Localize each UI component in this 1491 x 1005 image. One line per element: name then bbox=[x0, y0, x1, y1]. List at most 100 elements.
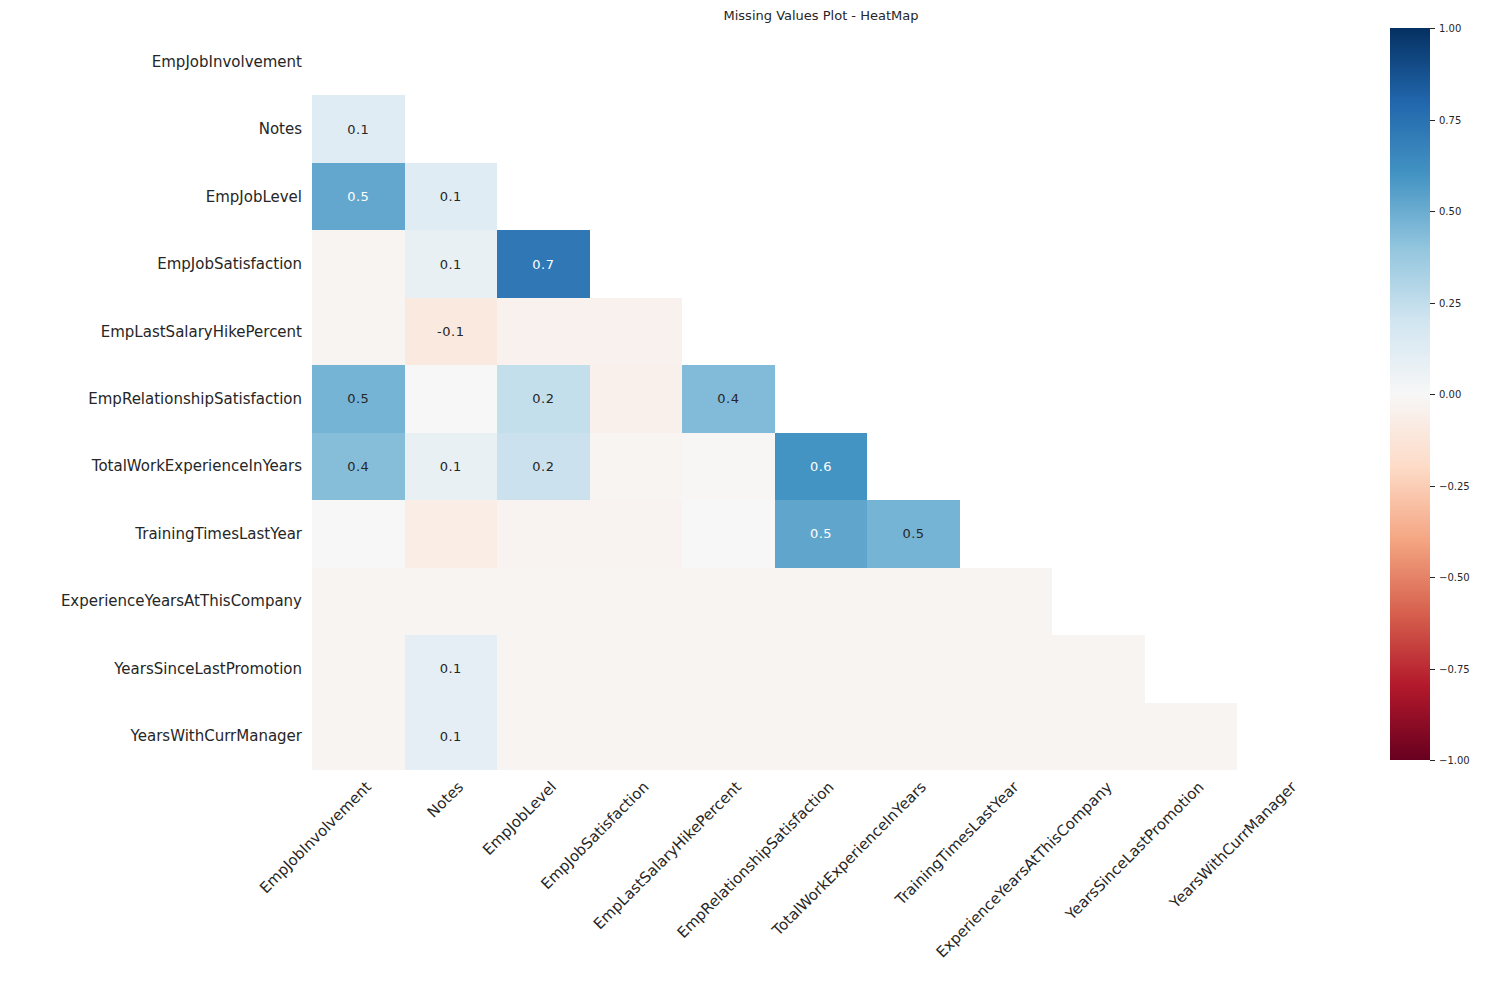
y-axis-label: EmpJobSatisfaction bbox=[0, 255, 302, 273]
y-axis-label: EmpJobInvolvement bbox=[0, 53, 302, 71]
heatmap-cell bbox=[312, 500, 405, 567]
heatmap-cell bbox=[682, 500, 775, 567]
heatmap-cell bbox=[312, 568, 405, 635]
heatmap-cell: 0.1 bbox=[405, 230, 498, 297]
heatmap-cell: 0.1 bbox=[405, 433, 498, 500]
cell-annotation: 0.7 bbox=[532, 257, 554, 272]
colorbar-tick-mark bbox=[1430, 669, 1435, 670]
colorbar-tick-label: −0.25 bbox=[1439, 480, 1470, 491]
cell-annotation: 0.1 bbox=[440, 729, 462, 744]
cell-annotation: 0.5 bbox=[347, 189, 369, 204]
colorbar-gradient bbox=[1390, 28, 1430, 760]
heatmap-cell: 0.4 bbox=[312, 433, 405, 500]
cell-annotation: 0.2 bbox=[532, 459, 554, 474]
colorbar-tick-mark bbox=[1430, 760, 1435, 761]
y-axis-label: TotalWorkExperienceInYears bbox=[0, 457, 302, 475]
heatmap-cell bbox=[590, 635, 683, 702]
cell-annotation: 0.4 bbox=[347, 459, 369, 474]
x-axis-label: TotalWorkExperienceInYears bbox=[769, 778, 930, 939]
heatmap-cell bbox=[405, 500, 498, 567]
colorbar-tick-mark bbox=[1430, 577, 1435, 578]
colorbar-tick-label: −0.50 bbox=[1439, 572, 1470, 583]
heatmap-cell: 0.1 bbox=[405, 635, 498, 702]
heatmap-cell bbox=[497, 568, 590, 635]
colorbar-tick-mark bbox=[1430, 394, 1435, 395]
colorbar-tick-label: 0.75 bbox=[1439, 114, 1461, 125]
cell-annotation: 0.5 bbox=[810, 526, 832, 541]
y-axis-label: YearsWithCurrManager bbox=[0, 727, 302, 745]
x-axis-label: EmpJobInvolvement bbox=[256, 778, 375, 897]
colorbar-tick-mark bbox=[1430, 211, 1435, 212]
colorbar-tick-label: 0.00 bbox=[1439, 389, 1461, 400]
cell-annotation: 0.4 bbox=[717, 391, 739, 406]
heatmap-cell bbox=[497, 703, 590, 770]
y-axis-label: YearsSinceLastPromotion bbox=[0, 660, 302, 678]
y-axis-label: EmpJobLevel bbox=[0, 188, 302, 206]
heatmap-cell bbox=[682, 433, 775, 500]
heatmap-cell: 0.5 bbox=[312, 163, 405, 230]
heatmap-cell bbox=[590, 298, 683, 365]
heatmap-cell bbox=[590, 500, 683, 567]
colorbar-tick-label: 1.00 bbox=[1439, 23, 1461, 34]
heatmap-cell bbox=[312, 230, 405, 297]
heatmap-cell bbox=[1145, 703, 1238, 770]
colorbar-tick-label: −1.00 bbox=[1439, 755, 1470, 766]
y-axis-label: Notes bbox=[0, 120, 302, 138]
heatmap-cell bbox=[775, 703, 868, 770]
heatmap-cell bbox=[590, 433, 683, 500]
x-axis-label: ExperienceYearsAtThisCompany bbox=[932, 778, 1115, 961]
heatmap-cell bbox=[1052, 635, 1145, 702]
cell-annotation: 0.1 bbox=[440, 459, 462, 474]
heatmap-cell bbox=[960, 703, 1053, 770]
heatmap-cell bbox=[405, 365, 498, 432]
cell-annotation: 0.5 bbox=[347, 391, 369, 406]
colorbar-tick-mark bbox=[1430, 120, 1435, 121]
heatmap-cell: 0.1 bbox=[405, 163, 498, 230]
colorbar-tick-mark bbox=[1430, 486, 1435, 487]
chart-title: Missing Values Plot - HeatMap bbox=[724, 8, 919, 23]
cell-annotation: 0.1 bbox=[440, 257, 462, 272]
heatmap-cell bbox=[497, 298, 590, 365]
y-axis-label: EmpLastSalaryHikePercent bbox=[0, 323, 302, 341]
heatmap-cell bbox=[590, 703, 683, 770]
heatmap-cell bbox=[312, 703, 405, 770]
x-axis-label: EmpRelationshipSatisfaction bbox=[674, 778, 838, 942]
cell-annotation: -0.1 bbox=[437, 324, 464, 339]
heatmap-cell bbox=[497, 635, 590, 702]
heatmap-cell: 0.2 bbox=[497, 365, 590, 432]
heatmap-cell bbox=[867, 635, 960, 702]
heatmap-cell: 0.1 bbox=[405, 703, 498, 770]
heatmap-cell bbox=[960, 635, 1053, 702]
heatmap-cell bbox=[867, 703, 960, 770]
heatmap-cell bbox=[1052, 703, 1145, 770]
x-axis-label: EmpJobLevel bbox=[479, 778, 560, 859]
heatmap-cell bbox=[497, 500, 590, 567]
heatmap-cell: 0.5 bbox=[867, 500, 960, 567]
colorbar-tick-mark bbox=[1430, 28, 1435, 29]
heatmap-cell bbox=[682, 703, 775, 770]
heatmap-cell: 0.1 bbox=[312, 95, 405, 162]
heatmap-cell: 0.6 bbox=[775, 433, 868, 500]
cell-annotation: 0.6 bbox=[810, 459, 832, 474]
heatmap-cell bbox=[775, 635, 868, 702]
heatmap-cell bbox=[405, 568, 498, 635]
heatmap-cell bbox=[590, 365, 683, 432]
colorbar-tick-label: −0.75 bbox=[1439, 663, 1470, 674]
colorbar-tick-label: 0.50 bbox=[1439, 206, 1461, 217]
heatmap-cell: 0.2 bbox=[497, 433, 590, 500]
missing-values-heatmap-figure: Missing Values Plot - HeatMap 0.1 0.5 0.1 0… bbox=[0, 0, 1491, 1005]
cell-annotation: 0.5 bbox=[902, 526, 924, 541]
heatmap-cell bbox=[682, 635, 775, 702]
heatmap-cell: 0.7 bbox=[497, 230, 590, 297]
colorbar-tick-mark bbox=[1430, 303, 1435, 304]
y-axis-label: ExperienceYearsAtThisCompany bbox=[0, 592, 302, 610]
heatmap-cell bbox=[775, 568, 868, 635]
y-axis-label: TrainingTimesLastYear bbox=[0, 525, 302, 543]
heatmap-cell bbox=[312, 635, 405, 702]
cell-annotation: 0.1 bbox=[440, 189, 462, 204]
cell-annotation: 0.1 bbox=[440, 661, 462, 676]
heatmap-cell bbox=[590, 568, 683, 635]
cell-annotation: 0.1 bbox=[347, 122, 369, 137]
heatmap-cell bbox=[867, 568, 960, 635]
heatmap-cell: 0.4 bbox=[682, 365, 775, 432]
